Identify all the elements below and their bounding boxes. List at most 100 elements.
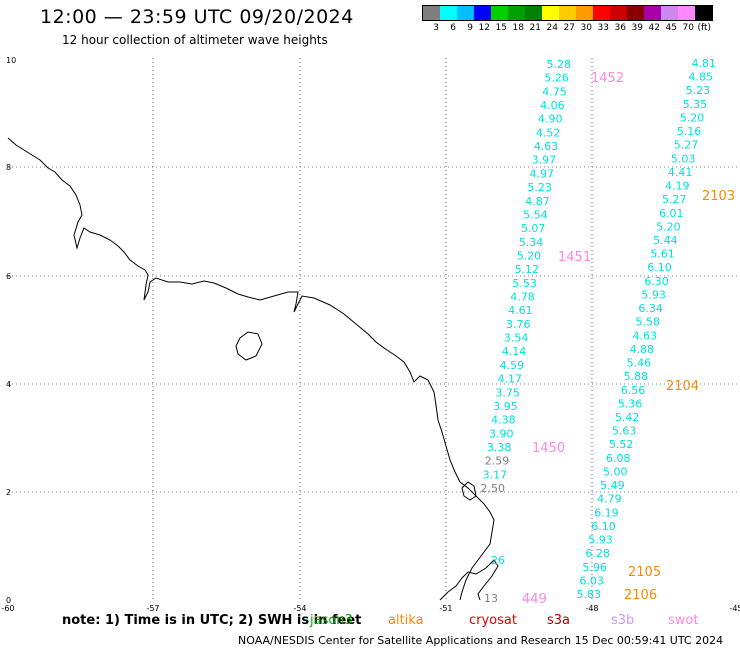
legend-label: 6 — [450, 23, 456, 33]
track-1-time-label: 1452 — [591, 71, 624, 86]
lon-tick-label: -60 — [1, 604, 14, 613]
legend-swatch — [593, 6, 610, 20]
latitude-ticks: 0 2 4 6 8 10 — [6, 56, 16, 605]
track-1-swh-value: 5.54 — [523, 208, 548, 221]
track-1-swh-value: 3.76 — [506, 318, 531, 331]
satellite-legend-item: altika — [388, 613, 424, 628]
track-2-time-label: 2104 — [666, 379, 699, 394]
satellite-legend-item: s3b — [611, 613, 635, 628]
track-1-swh-value: 5.07 — [521, 222, 546, 235]
track-1-swh-value: 4.97 — [529, 167, 554, 180]
legend-swatch — [474, 6, 491, 20]
legend-label: 42 — [648, 23, 660, 33]
lon-tick-label: -51 — [439, 604, 452, 613]
legend-swatch — [440, 6, 457, 20]
lon-tick-label: -48 — [585, 604, 598, 613]
lake-outline — [235, 331, 263, 361]
track-2-time-label: 2103 — [702, 189, 735, 204]
track-2-swh-value: 5.23 — [686, 84, 711, 97]
legend-labels: 3 6 9 12 15 18 21 24 27 30 33 36 39 42 45 70 (ft) — [422, 23, 713, 33]
track-1-swh-value: 4.61 — [508, 304, 533, 317]
track-1-time-label: 1451 — [558, 250, 591, 265]
map-grid — [8, 58, 738, 600]
track-2-swh-value: 5.46 — [627, 357, 652, 370]
legend-label: 9 — [467, 23, 473, 33]
track-2-swh-value: 5.20 — [680, 111, 705, 124]
lat-tick-label: 0 — [6, 596, 11, 605]
legend-label: 27 — [563, 23, 575, 33]
track-2-swh-value: 6.28 — [585, 547, 610, 560]
satellite-legend-item: jason3 — [310, 613, 353, 628]
track-2-swh-value: 5.00 — [603, 465, 628, 478]
lat-tick-label: 2 — [6, 488, 11, 497]
track-2-swh-value: 6.10 — [591, 520, 616, 533]
chart-subtitle: 12 hour collection of altimeter wave hei… — [62, 33, 328, 47]
track-2-swh-value: 6.08 — [606, 452, 631, 465]
track-2-swh-value: 4.85 — [689, 71, 714, 84]
track-2-swh-value: 5.49 — [600, 479, 625, 492]
chart-title: 12:00 — 23:59 UTC 09/20/2024 — [40, 6, 354, 28]
legend-label: (ft) — [697, 23, 711, 33]
partial-bottom-time: 449 — [522, 592, 547, 607]
track-2-swh-value: 5.44 — [653, 234, 678, 247]
credit-line: NOAA/NESDIS Center for Satellite Applica… — [238, 634, 724, 647]
legend-swatch — [525, 6, 542, 20]
track-2-swh-value: 5.20 — [656, 220, 681, 233]
track-2-swh-value: 5.93 — [588, 534, 613, 547]
track-2-swh-value: 4.63 — [633, 329, 658, 342]
legend-swatch — [627, 6, 644, 20]
lon-tick-label: -45 — [729, 604, 740, 613]
track-2-values: 4.814.855.235.355.205.165.275.034.414.19… — [577, 57, 717, 601]
track-2-time-label: 2106 — [624, 588, 657, 603]
track-2-swh-value: 6.30 — [644, 275, 669, 288]
legend-swatch — [661, 6, 678, 20]
track-2-swh-value: 5.03 — [671, 152, 696, 165]
track-2-swh-value: 5.16 — [677, 125, 702, 138]
track-1-swh-value: 5.20 — [517, 249, 542, 262]
track-1-swh-value: 3.54 — [504, 332, 529, 345]
track-1-swh-value: 5.53 — [512, 277, 537, 290]
track-2-swh-value: 4.79 — [597, 493, 622, 506]
track-1-swh-value: 3.38 — [487, 441, 512, 454]
lon-tick-label: -57 — [146, 604, 159, 613]
track-1-time-label: 1450 — [532, 441, 565, 456]
track-2-swh-value: 5.36 — [618, 397, 643, 410]
track-1-swh-value: 5.28 — [547, 58, 572, 71]
track-1-swh-value: 3.75 — [495, 386, 520, 399]
track-1-swh-value: 4.87 — [525, 195, 550, 208]
track-2-swh-value: 6.19 — [594, 506, 619, 519]
track-time-labels: 1452 1451 1450 2103 2104 2105 2106 — [532, 71, 735, 603]
track-2-swh-value: 6.56 — [621, 384, 646, 397]
legend-label: 45 — [665, 23, 677, 33]
island-marajo — [461, 481, 477, 501]
track-2-swh-value: 6.34 — [638, 302, 663, 315]
track-2-swh-value: 5.61 — [650, 248, 675, 261]
legend-swatch — [508, 6, 525, 20]
legend-color-bar — [422, 5, 713, 21]
track-1-swh-value: 5.34 — [519, 236, 544, 249]
legend-swatch — [542, 6, 559, 20]
legend-label: 18 — [512, 23, 524, 33]
track-2-swh-value: 5.52 — [609, 438, 634, 451]
track-1-swh-value: 4.14 — [502, 345, 527, 358]
legend-swatch — [678, 6, 695, 20]
track-2-swh-value: 5.58 — [635, 316, 660, 329]
track-1-swh-value: 5.12 — [515, 263, 540, 276]
track-1-swh-value: 3.95 — [493, 400, 518, 413]
track-1-swh-value: 3.97 — [532, 154, 557, 167]
track-1-swh-value: 4.38 — [491, 414, 516, 427]
track-2-swh-value: 6.01 — [659, 207, 684, 220]
track-2-swh-value: 5.42 — [615, 411, 640, 424]
legend-label: 21 — [529, 23, 541, 33]
track-2-swh-value: 5.83 — [577, 588, 602, 601]
legend-swatch — [457, 6, 474, 20]
legend-label: 12 — [478, 23, 490, 33]
track-2-swh-value: 5.88 — [624, 370, 649, 383]
satellite-legend-item: s3a — [547, 613, 571, 628]
track-1-swh-value: 4.17 — [498, 373, 523, 386]
track-1-swh-value: 2.50 — [481, 482, 506, 495]
track-1-swh-value: 4.78 — [510, 291, 535, 304]
legend-label: 3 — [433, 23, 439, 33]
legend-label: 33 — [597, 23, 609, 33]
